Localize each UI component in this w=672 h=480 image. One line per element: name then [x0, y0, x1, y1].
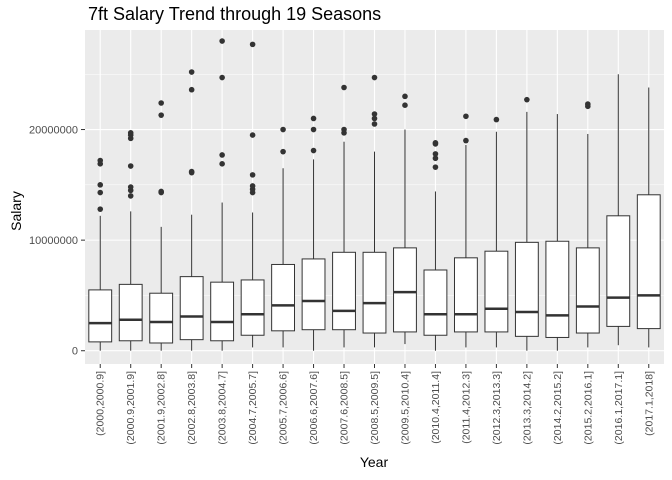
outlier-point	[280, 126, 286, 133]
box	[210, 281, 235, 342]
outlier-point	[341, 126, 347, 133]
box	[606, 215, 631, 327]
box	[545, 240, 570, 338]
outlier-point	[524, 96, 530, 103]
outlier-point	[432, 155, 439, 162]
x-tick-label: (2003.8,2004.7]	[217, 371, 229, 445]
box	[514, 241, 539, 337]
y-tick-label: 0	[72, 346, 78, 358]
box	[484, 250, 509, 333]
outlier-point	[97, 189, 104, 196]
outlier-point	[432, 151, 439, 157]
outlier-point	[158, 188, 164, 195]
x-tick-label: (2000.9,2001.9]	[125, 371, 137, 445]
box	[453, 257, 478, 333]
x-tick-label: (2000,2000.9]	[95, 371, 107, 436]
x-tick-label: (2012.3,2013.3]	[491, 371, 503, 445]
box	[301, 258, 326, 331]
outlier-point	[219, 74, 225, 81]
outlier-point	[310, 126, 317, 133]
outlier-point	[371, 121, 378, 127]
outlier-point	[219, 38, 225, 44]
x-tick-label: (2008.5,2009.5]	[369, 371, 381, 445]
outlier-point	[188, 168, 195, 175]
outlier-point	[97, 157, 104, 164]
outlier-point	[127, 163, 134, 169]
outlier-point	[249, 183, 256, 189]
outlier-point	[158, 112, 164, 118]
outlier-point	[127, 184, 134, 190]
x-tick-label: (2013.3,2014.2]	[521, 371, 533, 445]
outlier-point	[463, 137, 469, 144]
outlier-point	[463, 113, 469, 120]
box	[179, 276, 204, 341]
outlier-point	[371, 74, 378, 81]
x-tick-label: (2007.6,2008.5]	[339, 371, 351, 445]
x-tick-label: (2002.8,2003.8]	[186, 371, 198, 445]
box	[118, 283, 143, 342]
outlier-point	[402, 93, 408, 100]
x-axis-label: Year	[359, 454, 389, 470]
outlier-point	[371, 111, 378, 117]
outlier-point	[310, 147, 317, 154]
box	[149, 292, 174, 344]
outlier-point	[188, 86, 195, 93]
box	[393, 247, 417, 333]
box	[240, 279, 265, 336]
box	[88, 289, 113, 343]
box	[362, 251, 387, 334]
outlier-point	[127, 130, 134, 136]
x-tick-label: (2004.7,2005.7]	[247, 371, 259, 445]
box	[575, 247, 600, 334]
outlier-point	[188, 69, 195, 75]
x-tick-label: (2014.2,2015.2]	[552, 371, 564, 445]
x-tick-label: (2011.4,2012.3]	[460, 371, 472, 444]
outlier-point	[310, 115, 317, 122]
outlier-point	[371, 115, 378, 122]
outlier-point	[97, 206, 104, 212]
x-tick-label: (2010.4,2011.4]	[430, 371, 442, 444]
outlier-point	[493, 116, 500, 123]
x-tick-label: (2006.6,2007.6]	[308, 371, 320, 445]
outlier-point	[585, 101, 591, 107]
outlier-point	[402, 102, 408, 109]
outlier-point	[219, 152, 225, 158]
y-tick-label: 20000000	[29, 125, 78, 137]
outlier-point	[341, 84, 347, 91]
outlier-point	[432, 164, 439, 170]
outlier-point	[280, 148, 286, 155]
y-tick-label: 10000000	[29, 235, 78, 247]
outlier-point	[127, 193, 134, 199]
outlier-point	[249, 132, 256, 138]
x-tick-label: (2015.2,2016.1]	[582, 371, 594, 445]
box	[423, 269, 448, 336]
x-tick-label: (2016.1,2017.1]	[613, 371, 625, 445]
box	[636, 194, 661, 330]
box	[332, 251, 356, 331]
x-tick-label: (2017.1,2018]	[643, 371, 655, 436]
x-tick-label: (2009.5,2010.4]	[399, 371, 411, 445]
outlier-point	[219, 161, 225, 167]
outlier-point	[249, 41, 256, 48]
box	[271, 263, 296, 332]
outlier-point	[158, 100, 164, 106]
x-tick-label: (2005.7,2006.6]	[278, 371, 290, 445]
outlier-point	[432, 140, 439, 146]
outlier-point	[249, 172, 256, 178]
outlier-point	[97, 182, 104, 188]
chart-title: 7ft Salary Trend through 19 Seasons	[88, 4, 382, 24]
x-tick-label: (2001.9,2002.8]	[156, 371, 168, 445]
